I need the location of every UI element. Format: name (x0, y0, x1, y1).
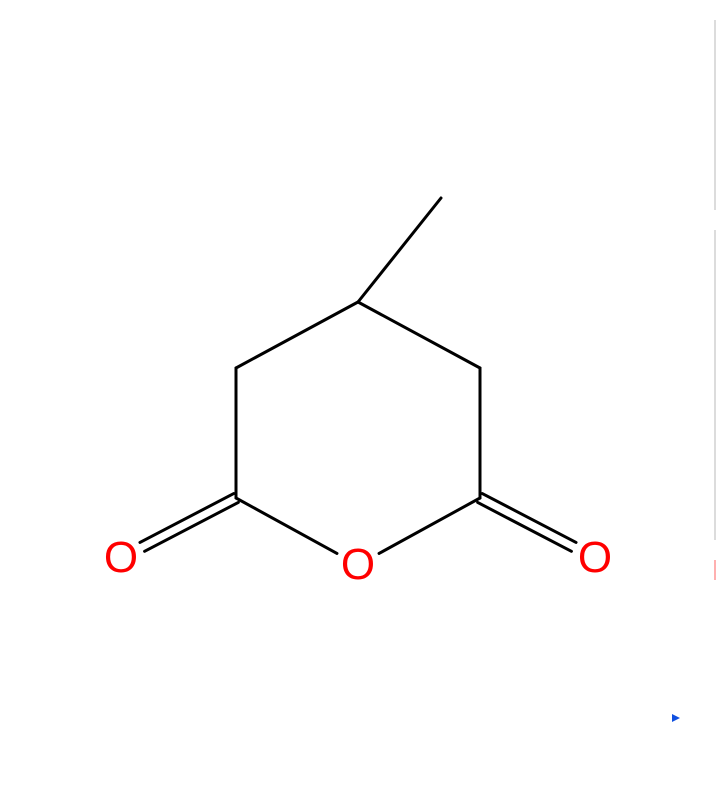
bond-line (358, 302, 480, 368)
bond-line (236, 302, 358, 368)
atom-label-o: O (341, 540, 375, 590)
bond-line (145, 502, 239, 551)
bond-line (140, 494, 234, 543)
play-icon (672, 714, 680, 722)
bond-line (379, 498, 480, 553)
atom-label-o: O (578, 533, 612, 583)
atom-label-o: O (104, 533, 138, 583)
molecule-canvas (0, 0, 716, 797)
bond-line (478, 502, 572, 551)
bond-line (482, 494, 576, 543)
bond-line (358, 198, 441, 302)
bond-line (236, 498, 337, 553)
